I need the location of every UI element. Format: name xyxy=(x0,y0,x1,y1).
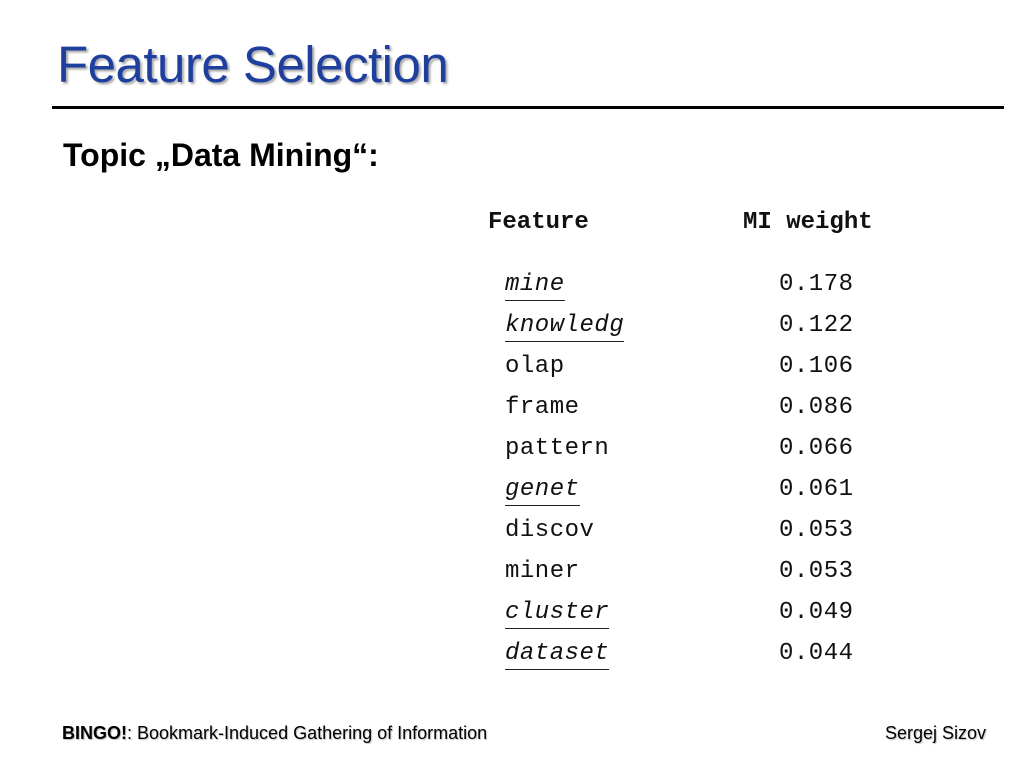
feature-cell: pattern xyxy=(505,432,779,473)
feature-cell: knowledg xyxy=(505,309,779,350)
slide-title: Feature Selection xyxy=(57,36,449,93)
mi-weight-cell: 0.053 xyxy=(779,558,854,585)
feature-term: miner xyxy=(505,558,580,585)
feature-term: olap xyxy=(505,353,565,380)
table-row: discov 0.053 xyxy=(505,514,905,555)
table-row: genet 0.061 xyxy=(505,473,905,514)
footer-tagline: : Bookmark-Induced Gathering of Informat… xyxy=(127,723,488,743)
mi-weight-cell: 0.053 xyxy=(779,517,854,544)
table-row: mine 0.178 xyxy=(505,268,905,309)
table-row: frame 0.086 xyxy=(505,391,905,432)
feature-term: frame xyxy=(505,394,580,421)
table-row: cluster 0.049 xyxy=(505,596,905,637)
footer-brand: BINGO! xyxy=(62,723,127,743)
title-divider xyxy=(52,106,1004,109)
footer-author: Sergej Sizov xyxy=(884,723,986,743)
table-body: mine 0.178 knowledg 0.122 olap 0.106 frame 0.08… xyxy=(505,268,905,678)
feature-term: cluster xyxy=(505,597,610,629)
feature-cell: mine xyxy=(505,268,779,309)
table-row: miner 0.053 xyxy=(505,555,905,596)
table-row: pattern 0.066 xyxy=(505,432,905,473)
table-row: knowledg 0.122 xyxy=(505,309,905,350)
feature-cell: olap xyxy=(505,350,779,391)
table-header: Feature MI weight xyxy=(488,208,873,238)
mi-weight-cell: 0.106 xyxy=(779,353,854,380)
feature-table: Feature MI weight mine 0.178 knowledg 0.122… xyxy=(488,208,873,670)
feature-term: genet xyxy=(505,474,580,506)
footer-project: BINGO!: Bookmark-Induced Gathering of In… xyxy=(62,723,487,744)
feature-cell: genet xyxy=(505,473,779,514)
header-mi-weight: MI weight xyxy=(743,209,873,236)
mi-weight-cell: 0.044 xyxy=(779,640,854,667)
feature-term: knowledg xyxy=(505,310,625,342)
mi-weight-cell: 0.122 xyxy=(779,312,854,339)
feature-cell: discov xyxy=(505,514,779,555)
mi-weight-cell: 0.066 xyxy=(779,435,854,462)
table-row: dataset 0.044 xyxy=(505,637,905,678)
mi-weight-cell: 0.086 xyxy=(779,394,854,421)
feature-cell: frame xyxy=(505,391,779,432)
feature-term: dataset xyxy=(505,638,610,670)
feature-cell: cluster xyxy=(505,596,779,637)
feature-term: discov xyxy=(505,517,595,544)
mi-weight-cell: 0.061 xyxy=(779,476,854,503)
feature-term: pattern xyxy=(505,435,610,462)
feature-cell: miner xyxy=(505,555,779,596)
feature-term: mine xyxy=(505,269,565,301)
topic-heading: Topic „Data Mining“: xyxy=(63,137,379,173)
feature-cell: dataset xyxy=(505,637,779,678)
table-row: olap 0.106 xyxy=(505,350,905,391)
mi-weight-cell: 0.049 xyxy=(779,599,854,626)
mi-weight-cell: 0.178 xyxy=(779,271,854,298)
header-feature: Feature xyxy=(488,209,589,236)
